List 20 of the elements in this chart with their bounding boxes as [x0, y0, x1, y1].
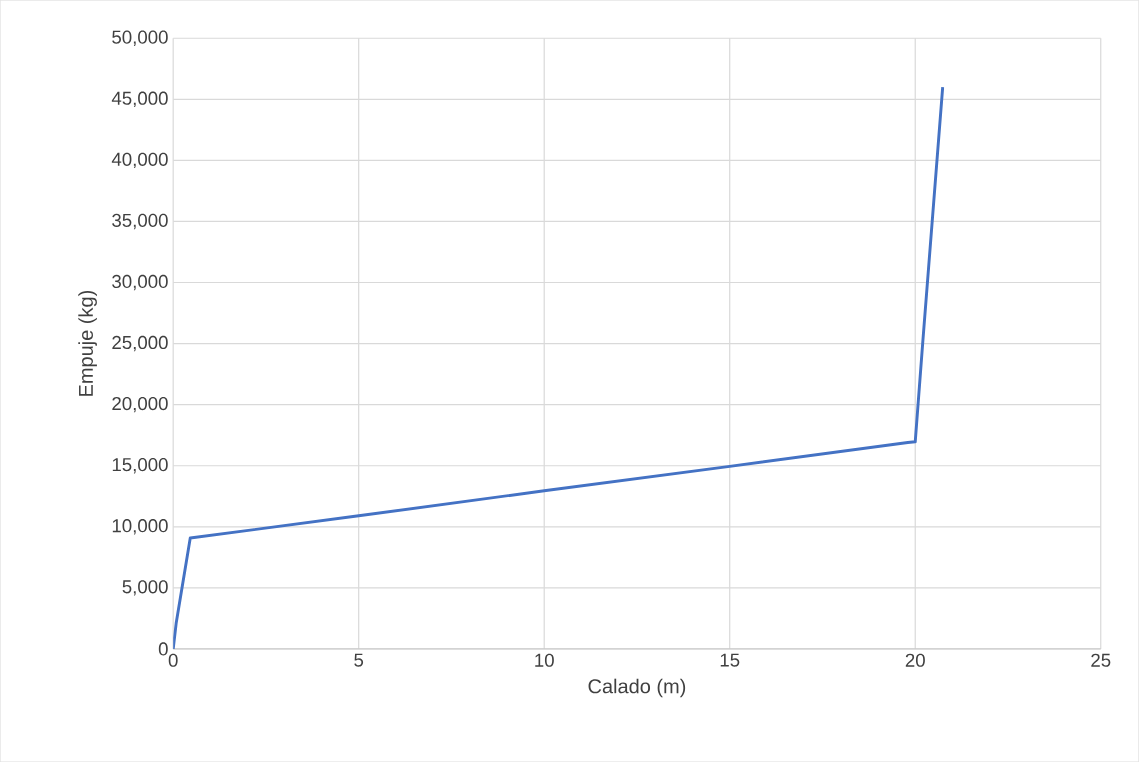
x-axis-title: Calado (m) [588, 678, 686, 698]
x-tick-label: 0 [168, 653, 178, 667]
y-tick-label: 10,000 [112, 519, 168, 535]
y-tick-label: 20,000 [112, 396, 168, 413]
y-tick-label: 40,000 [111, 152, 168, 169]
y-tick-label: 15,000 [112, 457, 168, 474]
x-tick-label: 20 [905, 653, 925, 667]
x-tick-label: 25 [1091, 653, 1111, 667]
x-tick-label: 15 [720, 653, 740, 667]
x-tick-label: 5 [354, 653, 364, 667]
y-axis-title: Empuje (kg) [78, 290, 97, 396]
x-tick-label: 10 [535, 653, 554, 667]
y-tick-label: 35,000 [112, 213, 168, 230]
y-tick-label: 25,000 [112, 335, 168, 352]
y-tick-label: 50,000 [112, 30, 168, 46]
y-tick-label: 45,000 [111, 91, 168, 107]
line-series [173, 85, 945, 649]
y-tick-label: 0 [158, 642, 168, 656]
y-tick-label: 30,000 [112, 274, 168, 291]
y-tick-label: 5,000 [122, 580, 168, 596]
